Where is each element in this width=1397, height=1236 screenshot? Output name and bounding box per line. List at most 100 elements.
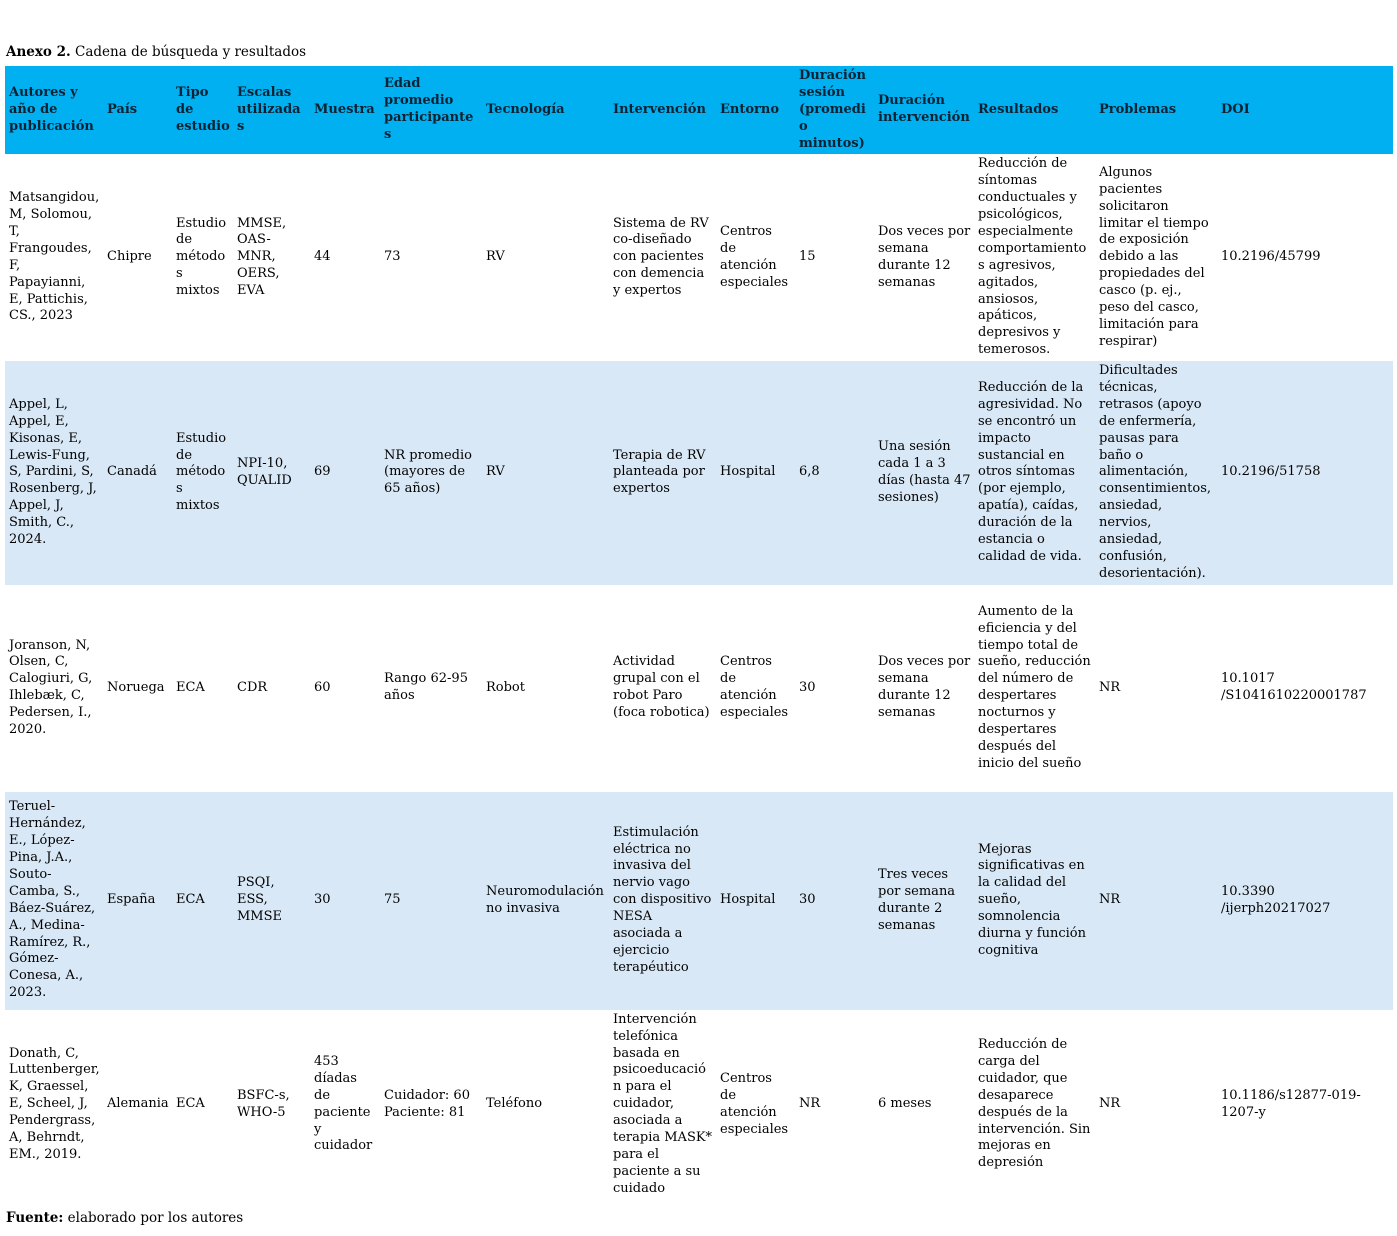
source-text: elaborado por los autores — [63, 1209, 244, 1226]
table-cell: Teruel-Hernández, E., López-Pina, J.A., … — [9, 799, 100, 1001]
table-cell: 69 — [314, 464, 331, 480]
column-header: Muestra — [310, 66, 380, 155]
column-header: Tecnología — [482, 66, 609, 155]
table-cell: Centros de atención especiales — [720, 1070, 789, 1137]
table-cell: NR — [1099, 892, 1121, 908]
table-cell: 44 — [314, 249, 331, 265]
table-cell: Noruega — [107, 679, 165, 695]
table-cell: Reducción de carga del cuidador, que des… — [978, 1037, 1095, 1171]
table-cell: ECA — [176, 679, 205, 695]
table-cell: Canadá — [107, 464, 157, 480]
table-cell: Sistema de RV co-diseñado con pacientes … — [613, 215, 713, 299]
table-cell: Hospital — [720, 464, 776, 480]
table-cell: 10.3390 /ijerph20217027 — [1221, 883, 1331, 916]
table-cell: BSFC-s, WHO-5 — [237, 1087, 294, 1120]
table-cell: Dos veces por semana durante 12 semanas — [878, 654, 975, 721]
column-header: Problemas — [1095, 66, 1217, 155]
table-cell: NR — [1099, 679, 1121, 695]
column-header: Autores y año de publicación — [5, 66, 103, 155]
table-cell: 73 — [384, 249, 401, 265]
table-cell: Reducción de la agresividad. No se encon… — [978, 380, 1088, 564]
table-cell: Estudio de métodos mixtos — [176, 215, 231, 299]
table-cell: RV — [486, 464, 505, 480]
column-header: Resultados — [974, 66, 1095, 155]
table-cell: 10.2196/51758 — [1221, 464, 1321, 480]
table-cell: Hospital — [720, 892, 776, 908]
column-header: Tipo de estudio — [172, 66, 233, 155]
table-cell: Matsangidou, M, Solomou, T, Frangoudes, … — [9, 190, 104, 324]
table-cell: 15 — [799, 249, 816, 265]
table-cell: CDR — [237, 679, 268, 695]
table-cell: Joranson, N, Olsen, C, Calogiuri, G, Ihl… — [9, 637, 97, 737]
table-cell: MMSE, OAS-MNR, OERS, EVA — [237, 215, 291, 299]
table-cell: España — [107, 892, 156, 908]
table-cell: 30 — [314, 892, 331, 908]
column-header: Entorno — [716, 66, 795, 155]
table-cell: Actividad grupal con el robot Paro (foca… — [613, 654, 710, 721]
table-cell: NPI-10, QUALID — [237, 456, 292, 488]
table-row: Appel, L, Appel, E, Kisonas, E, Lewis-Fu… — [5, 361, 1393, 585]
table-cell: Tres veces por semana durante 2 semanas — [878, 866, 960, 933]
table-cell: Neuromodulación no invasiva — [486, 883, 609, 916]
column-header: DOI — [1217, 66, 1393, 155]
source-note: Fuente: elaborado por los autores — [6, 1210, 1393, 1226]
table-cell: Intervención telefónica basada en psicoe… — [613, 1011, 717, 1196]
table-cell: 6,8 — [799, 464, 820, 480]
table-cell: 30 — [799, 679, 816, 695]
table-cell: Centros de atención especiales — [720, 224, 789, 290]
table-cell: NR — [799, 1096, 821, 1112]
page-title: Anexo 2. Cadena de búsqueda y resultados — [6, 44, 1393, 60]
column-header: Duración sesión (promedio minutos) — [795, 66, 874, 155]
column-header: Duración intervención — [874, 66, 974, 155]
table-cell: 75 — [384, 892, 401, 908]
table-cell: 30 — [799, 892, 816, 908]
table-cell: 10.1017 /S1041610220001787 — [1221, 671, 1367, 704]
table-cell: ECA — [176, 1096, 205, 1112]
column-header: Escalas utilizadas — [233, 66, 310, 155]
table-cell: Aumento de la eficiencia y del tiempo to… — [978, 603, 1095, 771]
column-header: Intervención — [609, 66, 716, 155]
table-cell: 10.2196/45799 — [1221, 249, 1321, 265]
table-row: Matsangidou, M, Solomou, T, Frangoudes, … — [5, 154, 1393, 362]
table-cell: Alemania — [107, 1096, 169, 1112]
table-cell: Dificultades técnicas, retrasos (apoyo d… — [1099, 363, 1216, 581]
table-cell: Teléfono — [486, 1096, 543, 1112]
table-row: Joranson, N, Olsen, C, Calogiuri, G, Ihl… — [5, 584, 1393, 792]
table-cell: Dos veces por semana durante 12 semanas — [878, 224, 975, 290]
source-label: Fuente: — [6, 1209, 64, 1226]
table-cell: Terapia de RV planteada por expertos — [613, 447, 710, 497]
column-header: Edad promedio participantes — [380, 66, 482, 155]
table-cell: Algunos pacientes solicitaron limitar el… — [1099, 164, 1213, 349]
title-label: Anexo 2. — [6, 44, 71, 60]
table-cell: Estimulación eléctrica no invasiva del n… — [613, 824, 716, 975]
table-cell: Mejoras significativas en la calidad del… — [978, 841, 1091, 958]
table-header: Autores y año de publicación País Tipo de … — [5, 66, 1393, 155]
table-cell: Robot — [486, 679, 525, 695]
table-row: Donath, C, Luttenberger, K, Graessel, E,… — [5, 1009, 1393, 1200]
column-header: País — [103, 66, 172, 155]
table-cell: Reducción de síntomas conductuales y psi… — [978, 156, 1087, 358]
table-cell: RV — [486, 249, 505, 265]
table-row: Teruel-Hernández, E., López-Pina, J.A., … — [5, 791, 1393, 1010]
table-body: Matsangidou, M, Solomou, T, Frangoudes, … — [5, 154, 1393, 1200]
table-cell: Cuidador: 60 Paciente: 81 — [384, 1087, 470, 1120]
table-cell: 6 meses — [878, 1096, 932, 1112]
table-cell: Centros de atención especiales — [720, 654, 789, 721]
table-cell: Una sesión cada 1 a 3 días (hasta 47 ses… — [878, 439, 975, 505]
table-cell: Appel, L, Appel, E, Kisonas, E, Lewis-Fu… — [9, 396, 101, 548]
table-cell: NR — [1099, 1096, 1121, 1112]
table-cell: Donath, C, Luttenberger, K, Graessel, E,… — [9, 1045, 104, 1162]
header-row: Autores y año de publicación País Tipo de … — [5, 66, 1393, 155]
table-cell: ECA — [176, 892, 205, 908]
table-cell: 60 — [314, 679, 331, 695]
results-table: Autores y año de publicación País Tipo de … — [5, 66, 1393, 1200]
table-cell: PSQI, ESS, MMSE — [237, 875, 283, 925]
table-cell: Estudio de métodos mixtos — [176, 430, 231, 514]
table-cell: 10.1186/s12877-019-1207-y — [1221, 1087, 1361, 1120]
table-cell: Rango 62-95 años — [384, 671, 473, 704]
title-text: Cadena de búsqueda y resultados — [70, 44, 307, 60]
table-cell: Chipre — [107, 249, 152, 265]
table-cell: 453 díadas de paciente y cuidador — [314, 1053, 375, 1154]
table-cell: NR promedio (mayores de 65 años) — [384, 447, 477, 497]
